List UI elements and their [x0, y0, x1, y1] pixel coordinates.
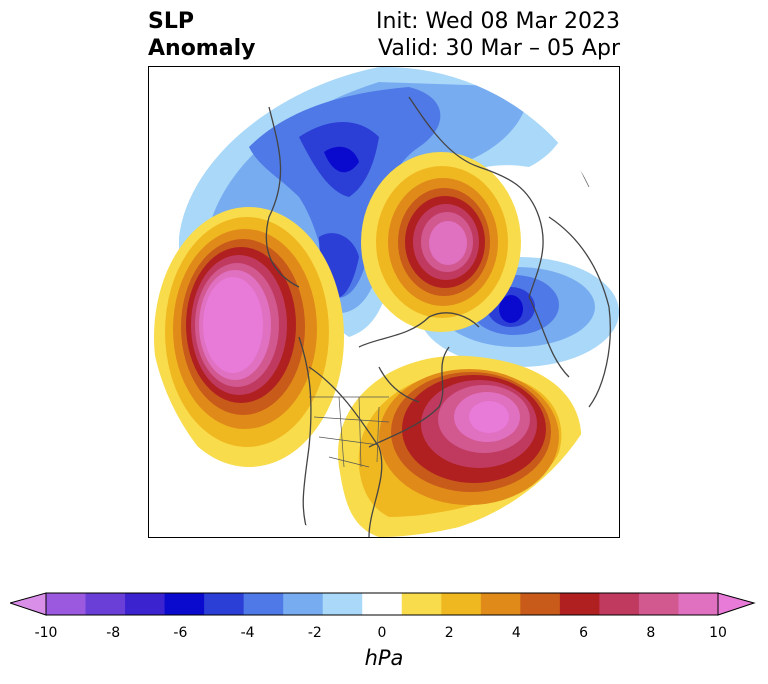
- colorbar-tick-label: 0: [377, 625, 387, 641]
- variable-name: SLP: [148, 9, 194, 34]
- colorbar-tick-label: 2: [444, 625, 454, 641]
- colorbar-segment: [559, 593, 600, 615]
- colorbar-extend-max: [717, 592, 756, 616]
- positive-anomaly-arctic: [361, 152, 521, 332]
- init-date: Init: Wed 08 Mar 2023: [375, 9, 620, 34]
- colorbar-tick-label: 6: [579, 625, 589, 641]
- colorbar-tick-label: 4: [511, 625, 521, 641]
- colorbar-tick-label: -2: [307, 625, 322, 641]
- colorbar-tick-label: 8: [646, 625, 656, 641]
- colorbar-segment: [599, 593, 640, 615]
- coastlines: [265, 96, 611, 537]
- colorbar-tick-label: -10: [34, 625, 58, 641]
- colorbar-segment: [85, 593, 126, 615]
- colorbar-segment: [520, 593, 561, 615]
- forecast-dates: Init: Wed 08 Mar 2023 Valid: 30 Mar – 05…: [376, 8, 620, 62]
- colorbar-segment: [480, 593, 521, 615]
- colorbar-extend-min: [10, 592, 47, 616]
- colorbar-segment: [204, 593, 245, 615]
- colorbar-segment: [678, 593, 719, 615]
- colorbar-segment: [362, 593, 403, 615]
- colorbar-segment: [322, 593, 363, 615]
- positive-anomaly-ne-pacific: [154, 207, 344, 467]
- colorbar-segment: [283, 593, 324, 615]
- colorbar: [10, 592, 756, 616]
- colorbar-segment: [243, 593, 284, 615]
- colorbar-segment: [164, 593, 205, 615]
- anomaly-map: [148, 66, 620, 538]
- colorbar-segments: [46, 593, 719, 615]
- colorbar-tick-label: -6: [173, 625, 188, 641]
- colorbar-segment: [638, 593, 679, 615]
- colorbar-segment: [46, 593, 87, 615]
- map-canvas: [154, 67, 619, 537]
- colorbar-unit: hPa: [364, 646, 404, 670]
- positive-anomaly-n-atlantic: [338, 355, 582, 537]
- colorbar-segment: [401, 593, 442, 615]
- colorbar-tick-label: -4: [240, 625, 255, 641]
- colorbar-outline: [45, 592, 719, 616]
- colorbar-tick-label: 10: [709, 625, 727, 641]
- colorbar-tick-label: -8: [106, 625, 121, 641]
- colorbar-segment: [125, 593, 166, 615]
- valid-range: Valid: 30 Mar – 05 Apr: [378, 36, 620, 61]
- map-title: SLP Anomaly: [148, 8, 255, 62]
- colorbar-segment: [441, 593, 482, 615]
- variable-type: Anomaly: [148, 36, 256, 61]
